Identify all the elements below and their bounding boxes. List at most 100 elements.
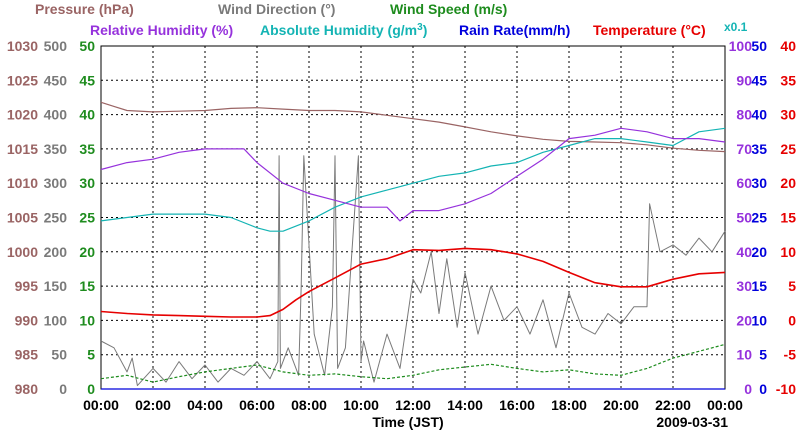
- tick-label-rel-hum: 100: [729, 38, 753, 54]
- tick-label-rel-hum: 50: [736, 210, 752, 226]
- x-tick-label: 06:00: [239, 397, 275, 413]
- tick-label-pressure: 1015: [7, 141, 38, 157]
- tick-label-wind-dir: 150: [44, 278, 68, 294]
- tick-label-rel-hum: 90: [736, 72, 752, 88]
- tick-label-temp: 10: [780, 244, 796, 260]
- tick-label-temp: 30: [780, 107, 796, 123]
- tick-label-pressure: 1010: [7, 175, 38, 191]
- x-tick-label: 04:00: [187, 397, 223, 413]
- tick-label-temp: 5: [788, 278, 796, 294]
- tick-label-wind-dir: 500: [44, 38, 68, 54]
- rain-rate-title: Rain Rate(mm/h): [459, 22, 570, 38]
- tick-label-rain: 10: [751, 312, 767, 328]
- tick-label-temp: 20: [780, 175, 796, 191]
- tick-label-wind-speed: 0: [87, 381, 95, 397]
- tick-label-rain: 35: [751, 141, 767, 157]
- x-tick-label: 18:00: [551, 397, 587, 413]
- tick-label-rain: 25: [751, 210, 767, 226]
- x-tick-label: 16:00: [499, 397, 535, 413]
- series-wind-direction: [100, 155, 726, 387]
- tick-label-wind-dir: 50: [51, 347, 67, 363]
- tick-label-rain: 45: [751, 72, 767, 88]
- tick-label-wind-speed: 10: [79, 312, 95, 328]
- scale-note: x0.1: [724, 20, 748, 34]
- tick-label-wind-dir: 350: [44, 141, 68, 157]
- tick-label-rel-hum: 0: [744, 381, 752, 397]
- tick-label-pressure: 1030: [7, 38, 38, 54]
- tick-label-wind-dir: 450: [44, 72, 68, 88]
- x-axis-label: Time (JST): [372, 414, 443, 430]
- temperature-title: Temperature (°C): [593, 22, 706, 38]
- absolute-humidity-title: Absolute Humidity (g/m3): [260, 22, 427, 38]
- tick-label-temp: 35: [780, 72, 796, 88]
- tick-label-wind-dir: 0: [59, 381, 67, 397]
- tick-label-temp: -10: [776, 381, 796, 397]
- tick-label-wind-speed: 45: [79, 72, 95, 88]
- axis-layer: 9809859909951000100510101015102010251030…: [7, 38, 796, 413]
- absolute-humidity-title-text: Absolute Humidity (g/m: [260, 22, 417, 38]
- wind-speed-title: Wind Speed (m/s): [390, 1, 507, 17]
- x-tick-label: 08:00: [291, 397, 327, 413]
- tick-label-wind-speed: 30: [79, 175, 95, 191]
- tick-label-wind-speed: 40: [79, 107, 95, 123]
- tick-label-pressure: 1025: [7, 72, 38, 88]
- x-tick-label: 14:00: [447, 397, 483, 413]
- tick-label-rel-hum: 80: [736, 107, 752, 123]
- tick-label-wind-speed: 50: [79, 38, 95, 54]
- series-wind-speed: [100, 343, 726, 383]
- x-tick-label: 00:00: [83, 397, 119, 413]
- tick-label-wind-dir: 250: [44, 210, 68, 226]
- tick-label-rain: 30: [751, 175, 767, 191]
- tick-label-pressure: 985: [15, 347, 39, 363]
- tick-label-wind-dir: 400: [44, 107, 68, 123]
- tick-label-rain: 0: [759, 381, 767, 397]
- x-tick-label: 10:00: [343, 397, 379, 413]
- tick-label-pressure: 990: [15, 312, 39, 328]
- pressure-title: Pressure (hPa): [35, 1, 134, 17]
- series-layer: [100, 101, 726, 390]
- date-label: 2009-03-31: [656, 414, 728, 430]
- tick-label-pressure: 995: [15, 278, 39, 294]
- series-absolute-humidity: [100, 127, 726, 232]
- tick-label-rel-hum: 10: [736, 347, 752, 363]
- tick-label-wind-speed: 15: [79, 278, 95, 294]
- tick-label-wind-speed: 5: [87, 347, 95, 363]
- x-tick-label: 00:00: [707, 397, 743, 413]
- tick-label-rain: 40: [751, 107, 767, 123]
- tick-label-temp: 0: [788, 312, 796, 328]
- tick-label-wind-speed: 35: [79, 141, 95, 157]
- x-tick-label: 12:00: [395, 397, 431, 413]
- tick-label-temp: 15: [780, 210, 796, 226]
- x-tick-label: 02:00: [135, 397, 171, 413]
- tick-label-wind-dir: 100: [44, 312, 68, 328]
- tick-label-wind-speed: 25: [79, 210, 95, 226]
- tick-label-wind-speed: 20: [79, 244, 95, 260]
- absolute-humidity-title-sup: 3: [417, 22, 423, 33]
- series-pressure: [100, 101, 726, 153]
- x-tick-label: 20:00: [603, 397, 639, 413]
- tick-label-rel-hum: 20: [736, 312, 752, 328]
- grid: [101, 46, 725, 389]
- absolute-humidity-title-close: ): [423, 22, 428, 38]
- tick-label-temp: 25: [780, 141, 796, 157]
- tick-label-rain: 20: [751, 244, 767, 260]
- tick-label-rel-hum: 30: [736, 278, 752, 294]
- tick-label-pressure: 1000: [7, 244, 38, 260]
- tick-label-pressure: 980: [15, 381, 39, 397]
- tick-label-wind-dir: 300: [44, 175, 68, 191]
- tick-label-rel-hum: 70: [736, 141, 752, 157]
- series-relative-humidity: [100, 127, 726, 222]
- tick-label-rel-hum: 60: [736, 175, 752, 191]
- tick-label-pressure: 1020: [7, 107, 38, 123]
- x-tick-label: 22:00: [655, 397, 691, 413]
- tick-label-rain: 15: [751, 278, 767, 294]
- tick-label-pressure: 1005: [7, 210, 38, 226]
- series-temperature: [100, 247, 726, 318]
- tick-label-wind-dir: 200: [44, 244, 68, 260]
- tick-label-rain: 50: [751, 38, 767, 54]
- tick-label-temp: -5: [784, 347, 797, 363]
- tick-label-temp: 40: [780, 38, 796, 54]
- relative-humidity-title: Relative Humidity (%): [90, 22, 233, 38]
- wind-direction-title: Wind Direction (°): [218, 1, 335, 17]
